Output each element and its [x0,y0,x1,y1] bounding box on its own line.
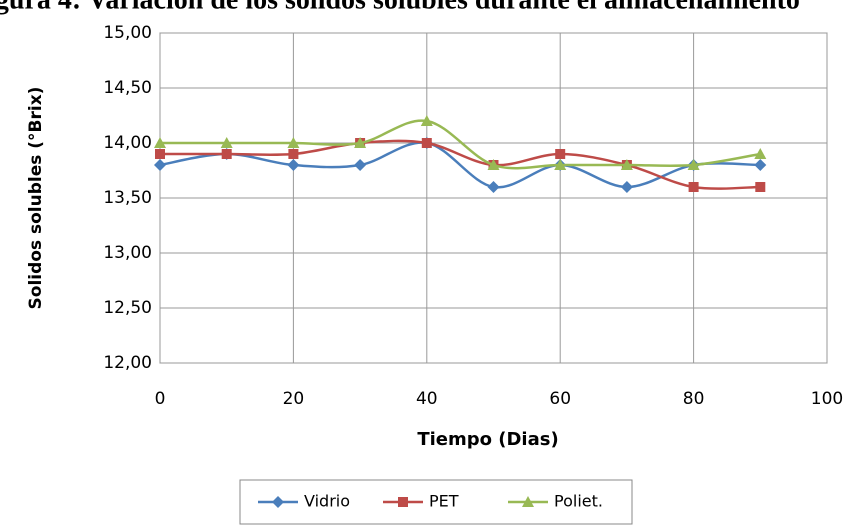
x-tick-label: 40 [416,389,438,409]
marker [555,149,565,159]
y-tick-label: 12,50 [103,298,152,318]
x-tick-label: 0 [155,389,166,409]
legend-label: PET [429,492,459,511]
legend-label: Poliet. [554,492,603,511]
y-tick-label: 12,00 [103,353,152,373]
legend-marker [398,497,408,507]
x-axis-label: Tiempo (Dias) [417,429,558,450]
x-tick-label: 20 [283,389,305,409]
legend-label: Vidrio [304,492,350,511]
y-tick-label: 15,00 [103,23,152,43]
y-axis-label: Solidos solubles (°Brix) [26,87,46,310]
marker [689,182,699,192]
y-tick-label: 13,50 [103,188,152,208]
marker [222,149,232,159]
marker [288,149,298,159]
y-tick-label: 13,00 [103,243,152,263]
x-tick-label: 60 [549,389,571,409]
marker [422,138,432,148]
chart: Figura 4: Variación de los sólidos solub… [0,0,858,528]
x-tick-label: 80 [683,389,705,409]
marker [755,182,765,192]
chart-title: Figura 4: Variación de los sólidos solub… [0,0,800,15]
y-tick-label: 14,00 [103,133,152,153]
y-tick-label: 14,50 [103,78,152,98]
x-tick-label: 100 [811,389,843,409]
marker [155,149,165,159]
